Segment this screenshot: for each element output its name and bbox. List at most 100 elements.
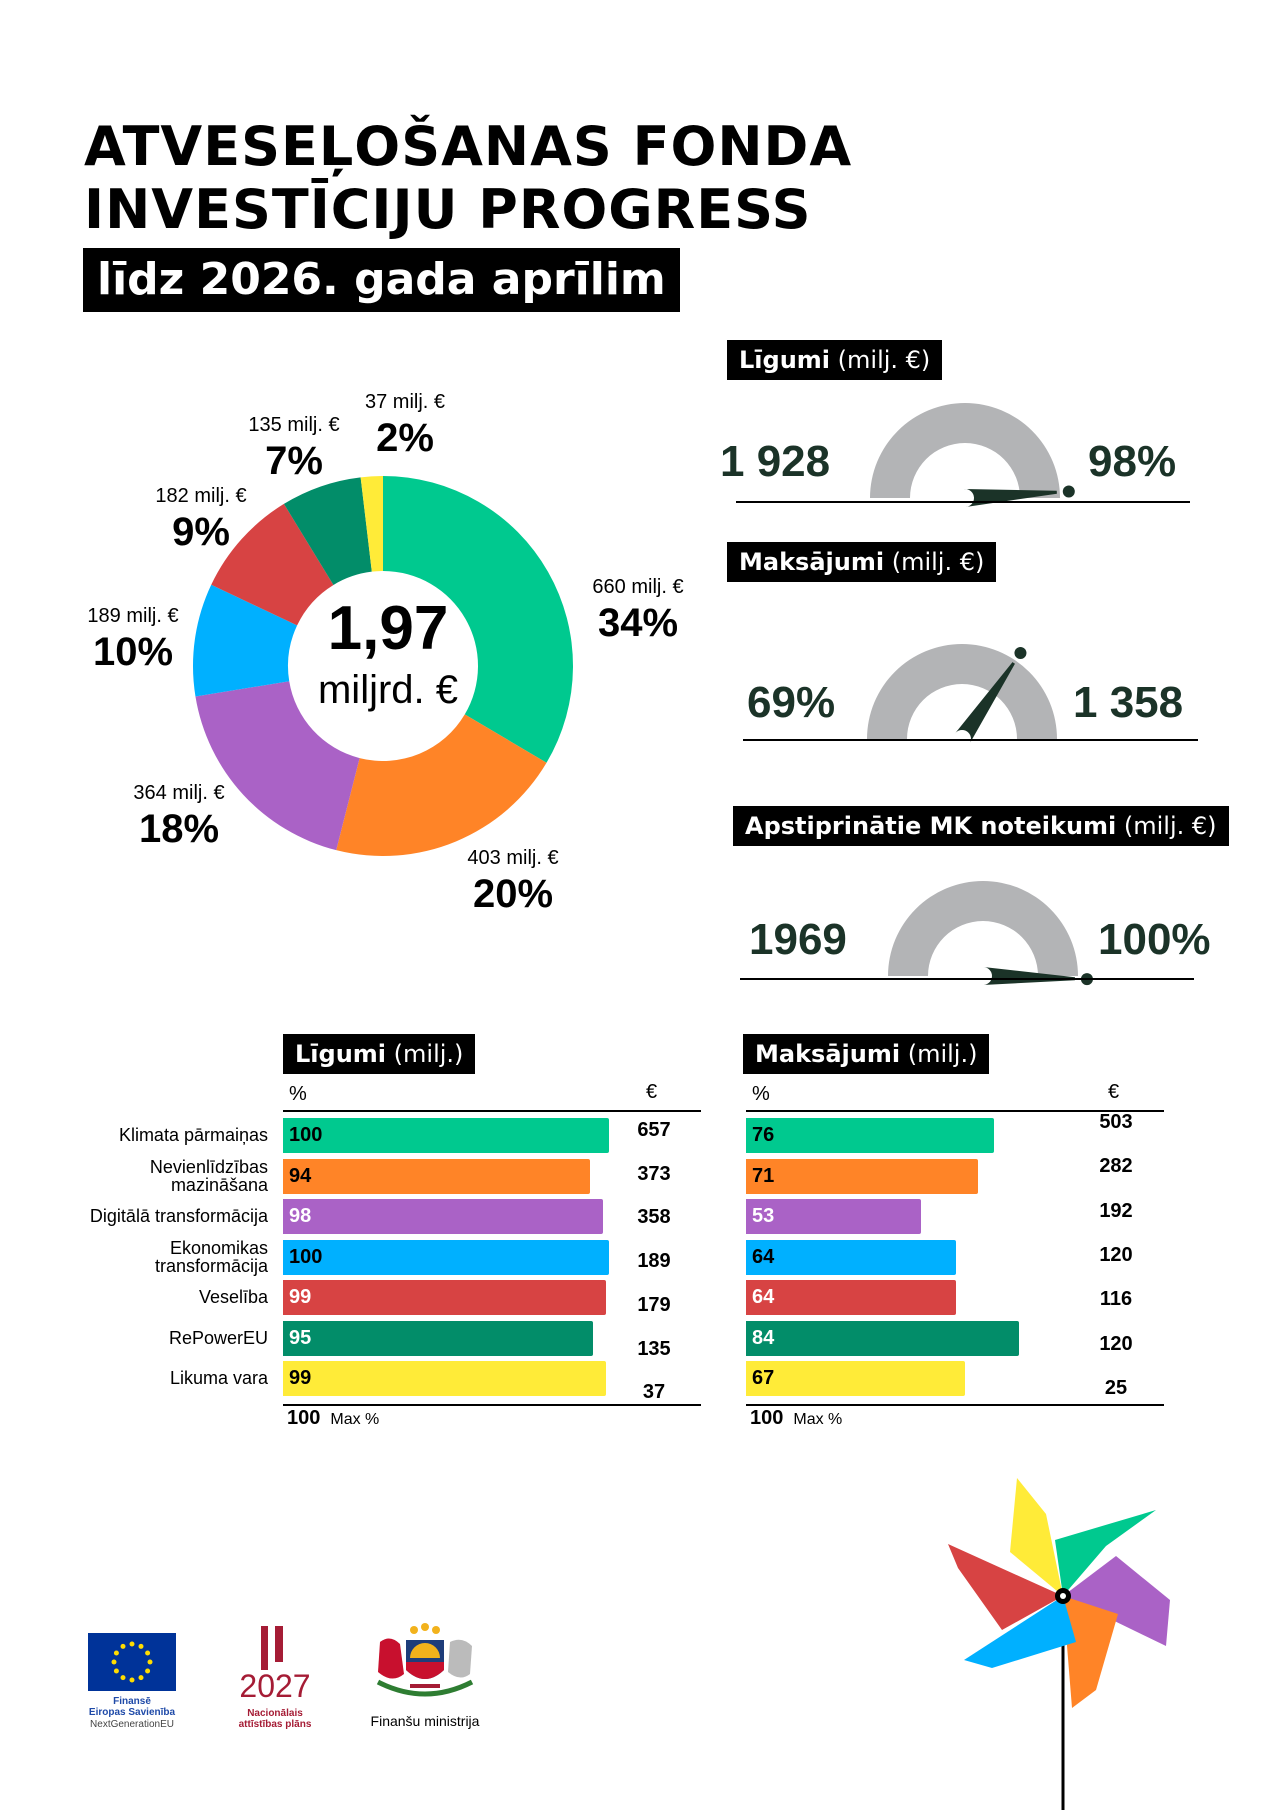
- bar: 71: [746, 1158, 978, 1194]
- coat-of-arms-logo: [376, 1623, 474, 1697]
- gauge-percent-label: 100%: [1098, 915, 1211, 964]
- subtitle: līdz 2026. gada aprīlim: [83, 248, 680, 312]
- slice-percent-label: 10%: [92, 630, 174, 674]
- donut-chart: [192, 476, 573, 857]
- column-header-euro: €: [1108, 1081, 1120, 1103]
- eu-text-3: NextGenerationEU: [90, 1719, 174, 1730]
- bar-top-line: [283, 1110, 701, 1112]
- gauge-baseline: [736, 501, 1190, 503]
- gauge-baseline: [743, 739, 1198, 741]
- column-header-percent: %: [289, 1083, 307, 1105]
- gauge-title-2: Maksājumi (milj. €): [727, 542, 997, 582]
- bar: 99: [283, 1280, 606, 1315]
- ministry-name: Finanšu ministrija: [370, 1713, 480, 1729]
- bar-chart-title: Līgumi (milj.): [283, 1034, 476, 1074]
- gauge-percent-label: 98%: [1088, 437, 1177, 486]
- gauge-title-unit: (milj. €): [1116, 812, 1217, 840]
- bar-bottom-line: [283, 1404, 701, 1406]
- title-line-2: INVESTĪCIJU PROGRESS: [84, 178, 812, 241]
- eu-star: [120, 1675, 126, 1681]
- gauge-dot: [1014, 646, 1027, 659]
- category-label: RePowerEU: [168, 1327, 268, 1348]
- slice-percent-label: 7%: [265, 439, 323, 483]
- slice-value-label: 182 milj. €: [155, 485, 247, 507]
- gauge-percent-label: 69%: [747, 678, 836, 727]
- gauge: [870, 403, 1075, 507]
- slice-percent-label: 20%: [472, 872, 554, 916]
- max-label: Max %: [330, 1411, 380, 1428]
- bar-euro-value: 116: [1099, 1288, 1133, 1311]
- bar: 64: [746, 1280, 956, 1315]
- bar-euro-value: 25: [1104, 1376, 1128, 1399]
- bar: 64: [746, 1239, 956, 1275]
- bar-chart-title: Maksājumi (milj.): [743, 1034, 990, 1074]
- slice-percent-label: 2%: [376, 416, 434, 460]
- eu-star: [138, 1675, 144, 1681]
- gauge: [867, 644, 1057, 745]
- eu-star: [145, 1668, 151, 1674]
- category-label: Digitālā transformācija: [89, 1206, 268, 1226]
- slice-value-label: 660 milj. €: [592, 576, 684, 598]
- gauge-needle: [954, 662, 1015, 745]
- gauge-title-3: Apstiprinātie MK noteikumi (milj. €): [733, 806, 1229, 846]
- gauge-amount: 1 358: [1073, 678, 1184, 727]
- donut-slice: [283, 477, 372, 585]
- bar-euro-value: 503: [1099, 1111, 1133, 1133]
- eu-star: [113, 1650, 119, 1656]
- eu-text-1: Finansē: [113, 1696, 151, 1707]
- gauge: [888, 881, 1093, 986]
- donut-slice: [383, 476, 573, 763]
- donut-slice: [336, 714, 547, 857]
- eu-star: [145, 1650, 151, 1656]
- bar-euro-value: 282: [1099, 1155, 1133, 1178]
- bar-euro-value: 37: [642, 1381, 666, 1404]
- bar-euro-value: 179: [637, 1293, 671, 1316]
- gauge-dot: [1062, 485, 1075, 498]
- max-value: 100: [750, 1407, 784, 1429]
- slice-value-label: 37 milj. €: [364, 391, 446, 413]
- category-label: Ekonomikas transformācija: [154, 1237, 268, 1276]
- category-label: Nevienlīdzības mazināšana: [149, 1156, 268, 1195]
- max-value: 100: [287, 1407, 321, 1429]
- slice-value-label: 135 milj. €: [248, 414, 340, 436]
- bar-euro-value: 358: [637, 1206, 671, 1229]
- bar: 99: [283, 1361, 606, 1396]
- bar-title-bold: Līgumi: [295, 1040, 387, 1068]
- column-header-euro: €: [646, 1081, 658, 1103]
- gauge-title-unit: (milj. €): [884, 548, 985, 576]
- bar-title-bold: Maksājumi: [755, 1040, 901, 1068]
- bar: 67: [746, 1361, 966, 1396]
- eu-star: [147, 1659, 153, 1665]
- max-footer: 100 Max %: [750, 1408, 842, 1428]
- bar-title-unit: (milj.): [900, 1040, 978, 1068]
- category-label: Veselība: [198, 1287, 268, 1307]
- eu-text-2: Eiropas Savienība: [88, 1707, 176, 1718]
- eu-star: [120, 1643, 126, 1649]
- bar-euro-value: 120: [1099, 1243, 1133, 1266]
- column-header-percent: %: [752, 1083, 770, 1105]
- donut-center-unit: miljrd. €: [317, 668, 459, 712]
- gauge-track: [870, 403, 1060, 498]
- gauge-title-bold: Apstiprinātie MK noteikumi: [745, 812, 1117, 840]
- gauge-amount: 1 928: [720, 437, 831, 486]
- eu-flag-logo: [88, 1633, 176, 1691]
- gauge-track: [888, 881, 1078, 976]
- gauge-title-1: Līgumi (milj. €): [727, 340, 943, 380]
- donut-slice: [192, 584, 298, 697]
- bar-euro-value: 120: [1099, 1332, 1133, 1355]
- bar-euro-value: 192: [1099, 1199, 1133, 1222]
- bar-euro-value: 657: [637, 1119, 671, 1141]
- bar: 53: [746, 1199, 921, 1234]
- donut-center-value: 1,97: [327, 594, 449, 663]
- bar-euro-value: 373: [637, 1162, 671, 1185]
- bar: 84: [746, 1320, 1020, 1356]
- gauge-amount: 1969: [749, 915, 847, 964]
- bar: 98: [283, 1199, 603, 1234]
- nap-text-1: Nacionālais: [247, 1708, 303, 1719]
- max-label: Max %: [793, 1411, 843, 1428]
- eu-star: [111, 1659, 117, 1665]
- eu-stars-icon: [111, 1641, 153, 1683]
- slice-value-label: 189 milj. €: [87, 605, 179, 627]
- donut-slice: [211, 503, 334, 626]
- bar: 100: [283, 1118, 609, 1153]
